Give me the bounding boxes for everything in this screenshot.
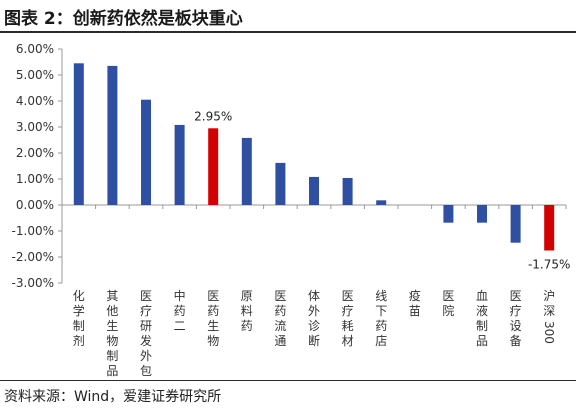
y-tick-label: 0.00% <box>16 198 54 212</box>
bar-13 <box>477 205 487 223</box>
footer-divider <box>0 380 576 381</box>
category-label: 血液制品 <box>476 289 488 348</box>
y-tick-label: -1.00% <box>12 224 54 238</box>
bars-group <box>73 63 555 251</box>
category-label: 医疗设备 <box>510 289 522 348</box>
figure-header: 图表 2：创新药依然是板块重心 <box>0 0 576 33</box>
y-tick-label: -3.00% <box>12 276 54 290</box>
bar-10 <box>376 200 387 205</box>
bar-6 <box>241 137 252 205</box>
category-label-latin: 300 <box>542 321 556 344</box>
category-label: 化学制剂 <box>73 289 85 348</box>
y-tick-label: 2.00% <box>16 146 54 160</box>
data-label: -1.75% <box>528 258 570 272</box>
category-label: 其他生物制品 <box>106 289 118 378</box>
data-label: 2.95% <box>194 109 232 123</box>
header-divider <box>0 31 576 33</box>
bar-4 <box>174 124 185 205</box>
bar-9 <box>342 177 353 205</box>
source-note: 资料来源：Wind，爱建证券研究所 <box>4 389 222 405</box>
category-label: 医疗研发外包 <box>140 289 152 378</box>
category-label: 医药生物 <box>207 289 219 348</box>
bar-3 <box>141 99 151 205</box>
bar-chart: 6.00% 5.00% 4.00% 3.00% 2.00% 1.00% 0.00% -1.00… <box>12 42 571 378</box>
y-tick-label: 1.00% <box>16 172 54 186</box>
y-tick-label: -2.00% <box>12 250 54 264</box>
bar-1 <box>73 63 84 205</box>
bar-7 <box>275 162 286 205</box>
category-labels-group: 化学制剂 其他生物制品 医疗研发外包 中药二 医药生物 原料药 医药流通 体外诊断 医疗耗材 线下… <box>73 288 556 378</box>
category-label: 原料药 <box>241 289 253 333</box>
category-label: 医院 <box>442 289 454 318</box>
bar-12 <box>443 205 454 223</box>
y-tick-label: 3.00% <box>16 120 54 134</box>
category-label: 线下药店 <box>375 289 387 348</box>
y-tick-label: 6.00% <box>16 42 54 56</box>
bar-15 <box>544 205 555 251</box>
figure-title: 图表 2：创新药依然是板块重心 <box>4 9 243 29</box>
category-label: 体外诊断 <box>308 289 320 348</box>
data-labels-group: 2.95% -1.75% <box>194 109 570 271</box>
category-label: 沪深 <box>543 289 555 318</box>
bar-5 <box>208 128 219 205</box>
y-tick-label: 4.00% <box>16 94 54 108</box>
bar-8 <box>309 176 319 205</box>
category-label: 疫苗 <box>409 288 421 318</box>
x-axis <box>61 204 567 209</box>
y-axis: 6.00% 5.00% 4.00% 3.00% 2.00% 1.00% 0.00% -1.00… <box>12 42 63 290</box>
category-label: 医药流通 <box>274 289 286 348</box>
bar-14 <box>510 205 521 243</box>
bar-2 <box>107 65 118 206</box>
category-label: 医疗耗材 <box>342 289 354 348</box>
y-tick-label: 5.00% <box>16 68 54 82</box>
category-label: 中药二 <box>174 288 186 333</box>
